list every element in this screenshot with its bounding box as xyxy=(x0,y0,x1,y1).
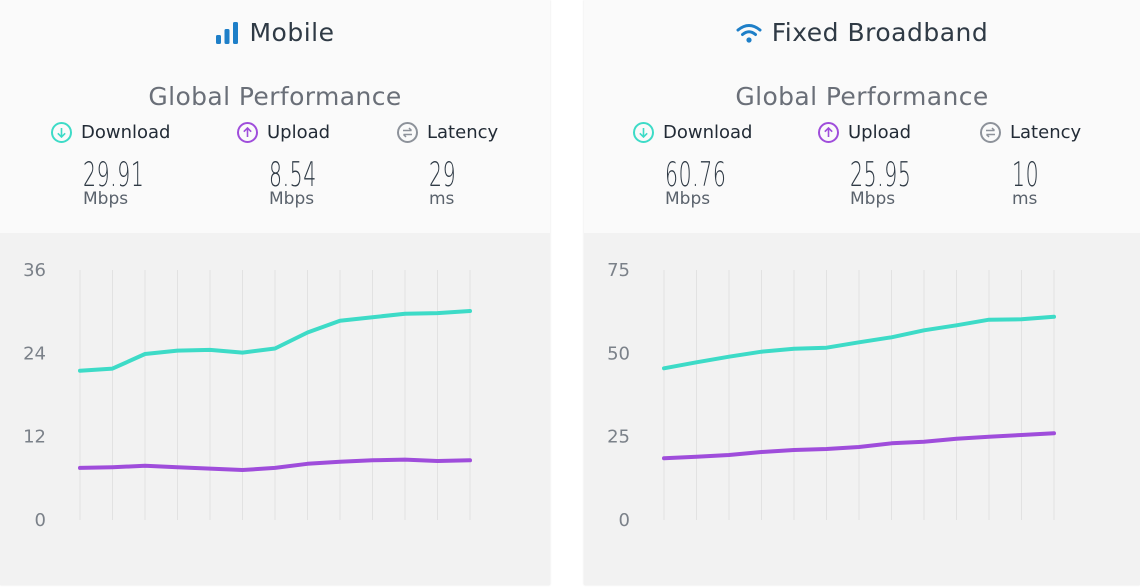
fixed-y-tick-label: 75 xyxy=(607,260,630,281)
wifi-icon xyxy=(736,22,762,44)
fixed-title-text: Fixed Broadband xyxy=(771,18,989,47)
fixed-y-tick-label: 0 xyxy=(619,510,630,531)
mobile-upload-line xyxy=(78,457,472,472)
mobile-title: Mobile xyxy=(0,18,550,47)
mobile-upload-value: 8.54 xyxy=(269,155,317,195)
fixed-upload-value: 25.95 xyxy=(850,155,912,195)
upload-arrow-icon xyxy=(818,122,839,143)
mobile-subtitle: Global Performance xyxy=(148,82,402,111)
fixed-download-value: 60.76 xyxy=(665,155,727,195)
mobile-y-tick-label: 12 xyxy=(23,427,46,448)
fixed-y-tick-label: 50 xyxy=(607,343,630,364)
fixed-latency-value: 10 xyxy=(1012,155,1040,195)
signal-bars-icon xyxy=(215,21,239,45)
fixed-subtitle: Global Performance xyxy=(735,82,989,111)
mobile-upload-unit: Mbps xyxy=(269,189,315,209)
mobile-download-line xyxy=(78,309,472,373)
fixed-latency-unit: ms xyxy=(1012,189,1038,209)
mobile-latency-label: Latency xyxy=(427,122,499,143)
mobile-download-unit: Mbps xyxy=(83,189,129,209)
fixed-chart-background xyxy=(584,233,1140,585)
upload-arrow-icon xyxy=(237,122,258,143)
fixed-y-tick-label: 25 xyxy=(607,427,630,448)
mobile-y-tick-label: 36 xyxy=(23,260,46,281)
fixed-download-metric: Download 60.76 Mbps xyxy=(633,122,767,209)
mobile-card: Mobile Global Performance Download 29.91… xyxy=(0,0,550,585)
fixed-download-label: Download xyxy=(663,122,753,143)
fixed-upload-label: Upload xyxy=(848,122,912,143)
latency-icon xyxy=(397,122,418,143)
mobile-download-metric: Download 29.91 Mbps xyxy=(51,122,185,209)
mobile-upload-label: Upload xyxy=(267,122,331,143)
fixed-upload-line xyxy=(662,431,1056,461)
mobile-y-tick-label: 24 xyxy=(23,343,46,364)
mobile-title-text: Mobile xyxy=(249,18,335,47)
fixed-upload-unit: Mbps xyxy=(850,189,896,209)
mobile-latency-metric: Latency 29 ms xyxy=(397,122,498,209)
fixed-latency-metric: Latency 10 ms xyxy=(980,122,1081,209)
mobile-chart: 0 12 24 36 xyxy=(23,260,472,531)
fixed-download-line xyxy=(662,314,1056,371)
fixed-latency-label: Latency xyxy=(1010,122,1082,143)
mobile-download-label: Download xyxy=(81,122,171,143)
mobile-download-value: 29.91 xyxy=(83,155,145,195)
download-arrow-icon xyxy=(51,122,72,143)
fixed-broadband-card: Fixed Broadband Global Performance Downl… xyxy=(584,0,1140,585)
mobile-latency-value: 29 xyxy=(429,155,457,195)
mobile-latency-unit: ms xyxy=(429,189,455,209)
fixed-download-unit: Mbps xyxy=(665,189,711,209)
mobile-y-tick-label: 0 xyxy=(35,510,46,531)
download-arrow-icon xyxy=(633,122,654,143)
latency-icon xyxy=(980,122,1001,143)
mobile-upload-metric: Upload 8.54 Mbps xyxy=(237,122,349,209)
fixed-upload-metric: Upload 25.95 Mbps xyxy=(818,122,952,209)
fixed-title: Fixed Broadband xyxy=(584,18,1140,47)
fixed-chart: 0 25 50 75 xyxy=(607,260,1056,531)
